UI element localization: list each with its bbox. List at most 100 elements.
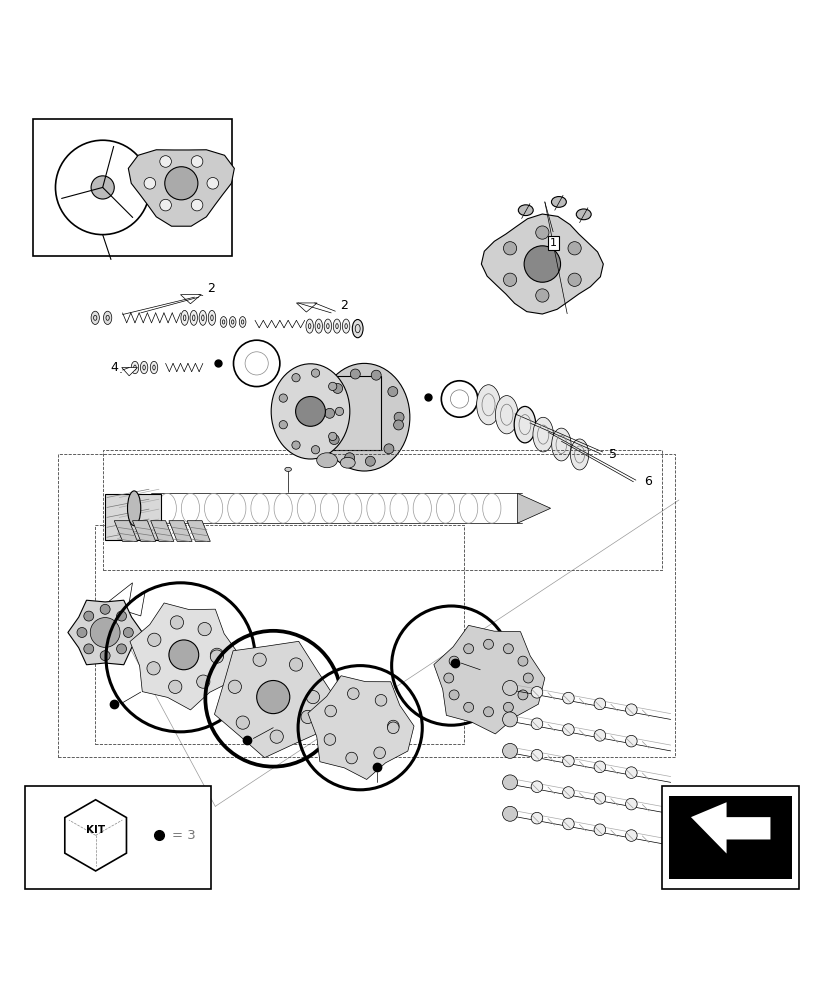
Circle shape	[344, 453, 354, 463]
Circle shape	[311, 446, 319, 454]
Circle shape	[169, 680, 182, 693]
Circle shape	[503, 644, 513, 654]
Circle shape	[289, 658, 303, 671]
Ellipse shape	[342, 319, 349, 333]
Circle shape	[530, 812, 543, 824]
Circle shape	[483, 639, 493, 649]
Polygon shape	[169, 521, 192, 541]
Text: 2: 2	[207, 282, 215, 295]
Polygon shape	[122, 368, 137, 376]
Circle shape	[170, 616, 184, 629]
Ellipse shape	[570, 439, 588, 470]
Polygon shape	[120, 593, 145, 616]
Polygon shape	[109, 583, 132, 608]
Circle shape	[375, 695, 386, 706]
Ellipse shape	[151, 361, 157, 374]
Ellipse shape	[91, 311, 99, 324]
Circle shape	[567, 242, 581, 255]
Text: 5: 5	[608, 448, 616, 461]
Circle shape	[523, 246, 560, 282]
Bar	[105, 494, 161, 540]
Circle shape	[347, 688, 359, 699]
Circle shape	[270, 730, 283, 743]
Circle shape	[210, 650, 223, 663]
Circle shape	[301, 710, 314, 724]
Polygon shape	[690, 802, 770, 854]
Circle shape	[523, 673, 533, 683]
Bar	[302, 376, 380, 450]
Circle shape	[144, 177, 155, 189]
Ellipse shape	[198, 310, 207, 325]
Ellipse shape	[189, 310, 198, 325]
Circle shape	[291, 374, 299, 382]
Circle shape	[625, 830, 637, 841]
Ellipse shape	[352, 319, 362, 338]
Ellipse shape	[284, 467, 291, 471]
Ellipse shape	[131, 361, 139, 374]
Circle shape	[253, 653, 266, 666]
Ellipse shape	[271, 364, 349, 459]
Circle shape	[146, 662, 160, 675]
Circle shape	[502, 712, 517, 727]
Ellipse shape	[180, 310, 189, 325]
Circle shape	[562, 724, 574, 735]
Ellipse shape	[306, 319, 313, 333]
Circle shape	[328, 432, 337, 441]
Ellipse shape	[220, 317, 227, 327]
Circle shape	[393, 420, 403, 430]
Circle shape	[207, 177, 218, 189]
Circle shape	[306, 690, 319, 704]
Circle shape	[123, 628, 133, 637]
Ellipse shape	[533, 417, 552, 452]
Circle shape	[228, 680, 241, 693]
Bar	[58, 454, 674, 757]
Text: 6: 6	[643, 475, 652, 488]
Ellipse shape	[551, 197, 566, 207]
Circle shape	[518, 690, 528, 700]
Circle shape	[562, 755, 574, 767]
Circle shape	[503, 702, 513, 712]
Circle shape	[387, 387, 397, 397]
Polygon shape	[187, 521, 210, 541]
Circle shape	[198, 622, 211, 636]
Circle shape	[160, 199, 171, 211]
Ellipse shape	[324, 319, 331, 333]
Ellipse shape	[208, 310, 215, 325]
Ellipse shape	[318, 363, 409, 471]
Circle shape	[160, 156, 171, 167]
Circle shape	[567, 273, 581, 286]
Circle shape	[448, 656, 458, 666]
Circle shape	[169, 640, 198, 670]
Circle shape	[311, 369, 319, 377]
Bar	[33, 119, 232, 256]
Text: 2: 2	[339, 299, 347, 312]
Circle shape	[594, 698, 605, 710]
Circle shape	[374, 747, 385, 759]
Polygon shape	[68, 600, 142, 665]
Circle shape	[236, 716, 249, 729]
Circle shape	[562, 787, 574, 798]
Circle shape	[483, 707, 493, 717]
Bar	[668, 796, 791, 879]
Circle shape	[562, 692, 574, 704]
Polygon shape	[128, 150, 234, 226]
Circle shape	[502, 806, 517, 821]
Circle shape	[530, 781, 543, 792]
Circle shape	[328, 382, 337, 391]
Circle shape	[502, 775, 517, 790]
Circle shape	[502, 743, 517, 758]
Circle shape	[365, 456, 375, 466]
Bar	[25, 786, 211, 889]
Ellipse shape	[140, 361, 147, 374]
Ellipse shape	[518, 205, 533, 216]
Circle shape	[147, 633, 160, 646]
Circle shape	[530, 749, 543, 761]
Circle shape	[117, 644, 127, 654]
Circle shape	[394, 412, 404, 422]
Circle shape	[594, 792, 605, 804]
Circle shape	[295, 397, 325, 426]
Polygon shape	[308, 676, 414, 779]
Ellipse shape	[127, 491, 141, 526]
Circle shape	[84, 644, 93, 654]
Text: = 3: = 3	[172, 829, 195, 842]
